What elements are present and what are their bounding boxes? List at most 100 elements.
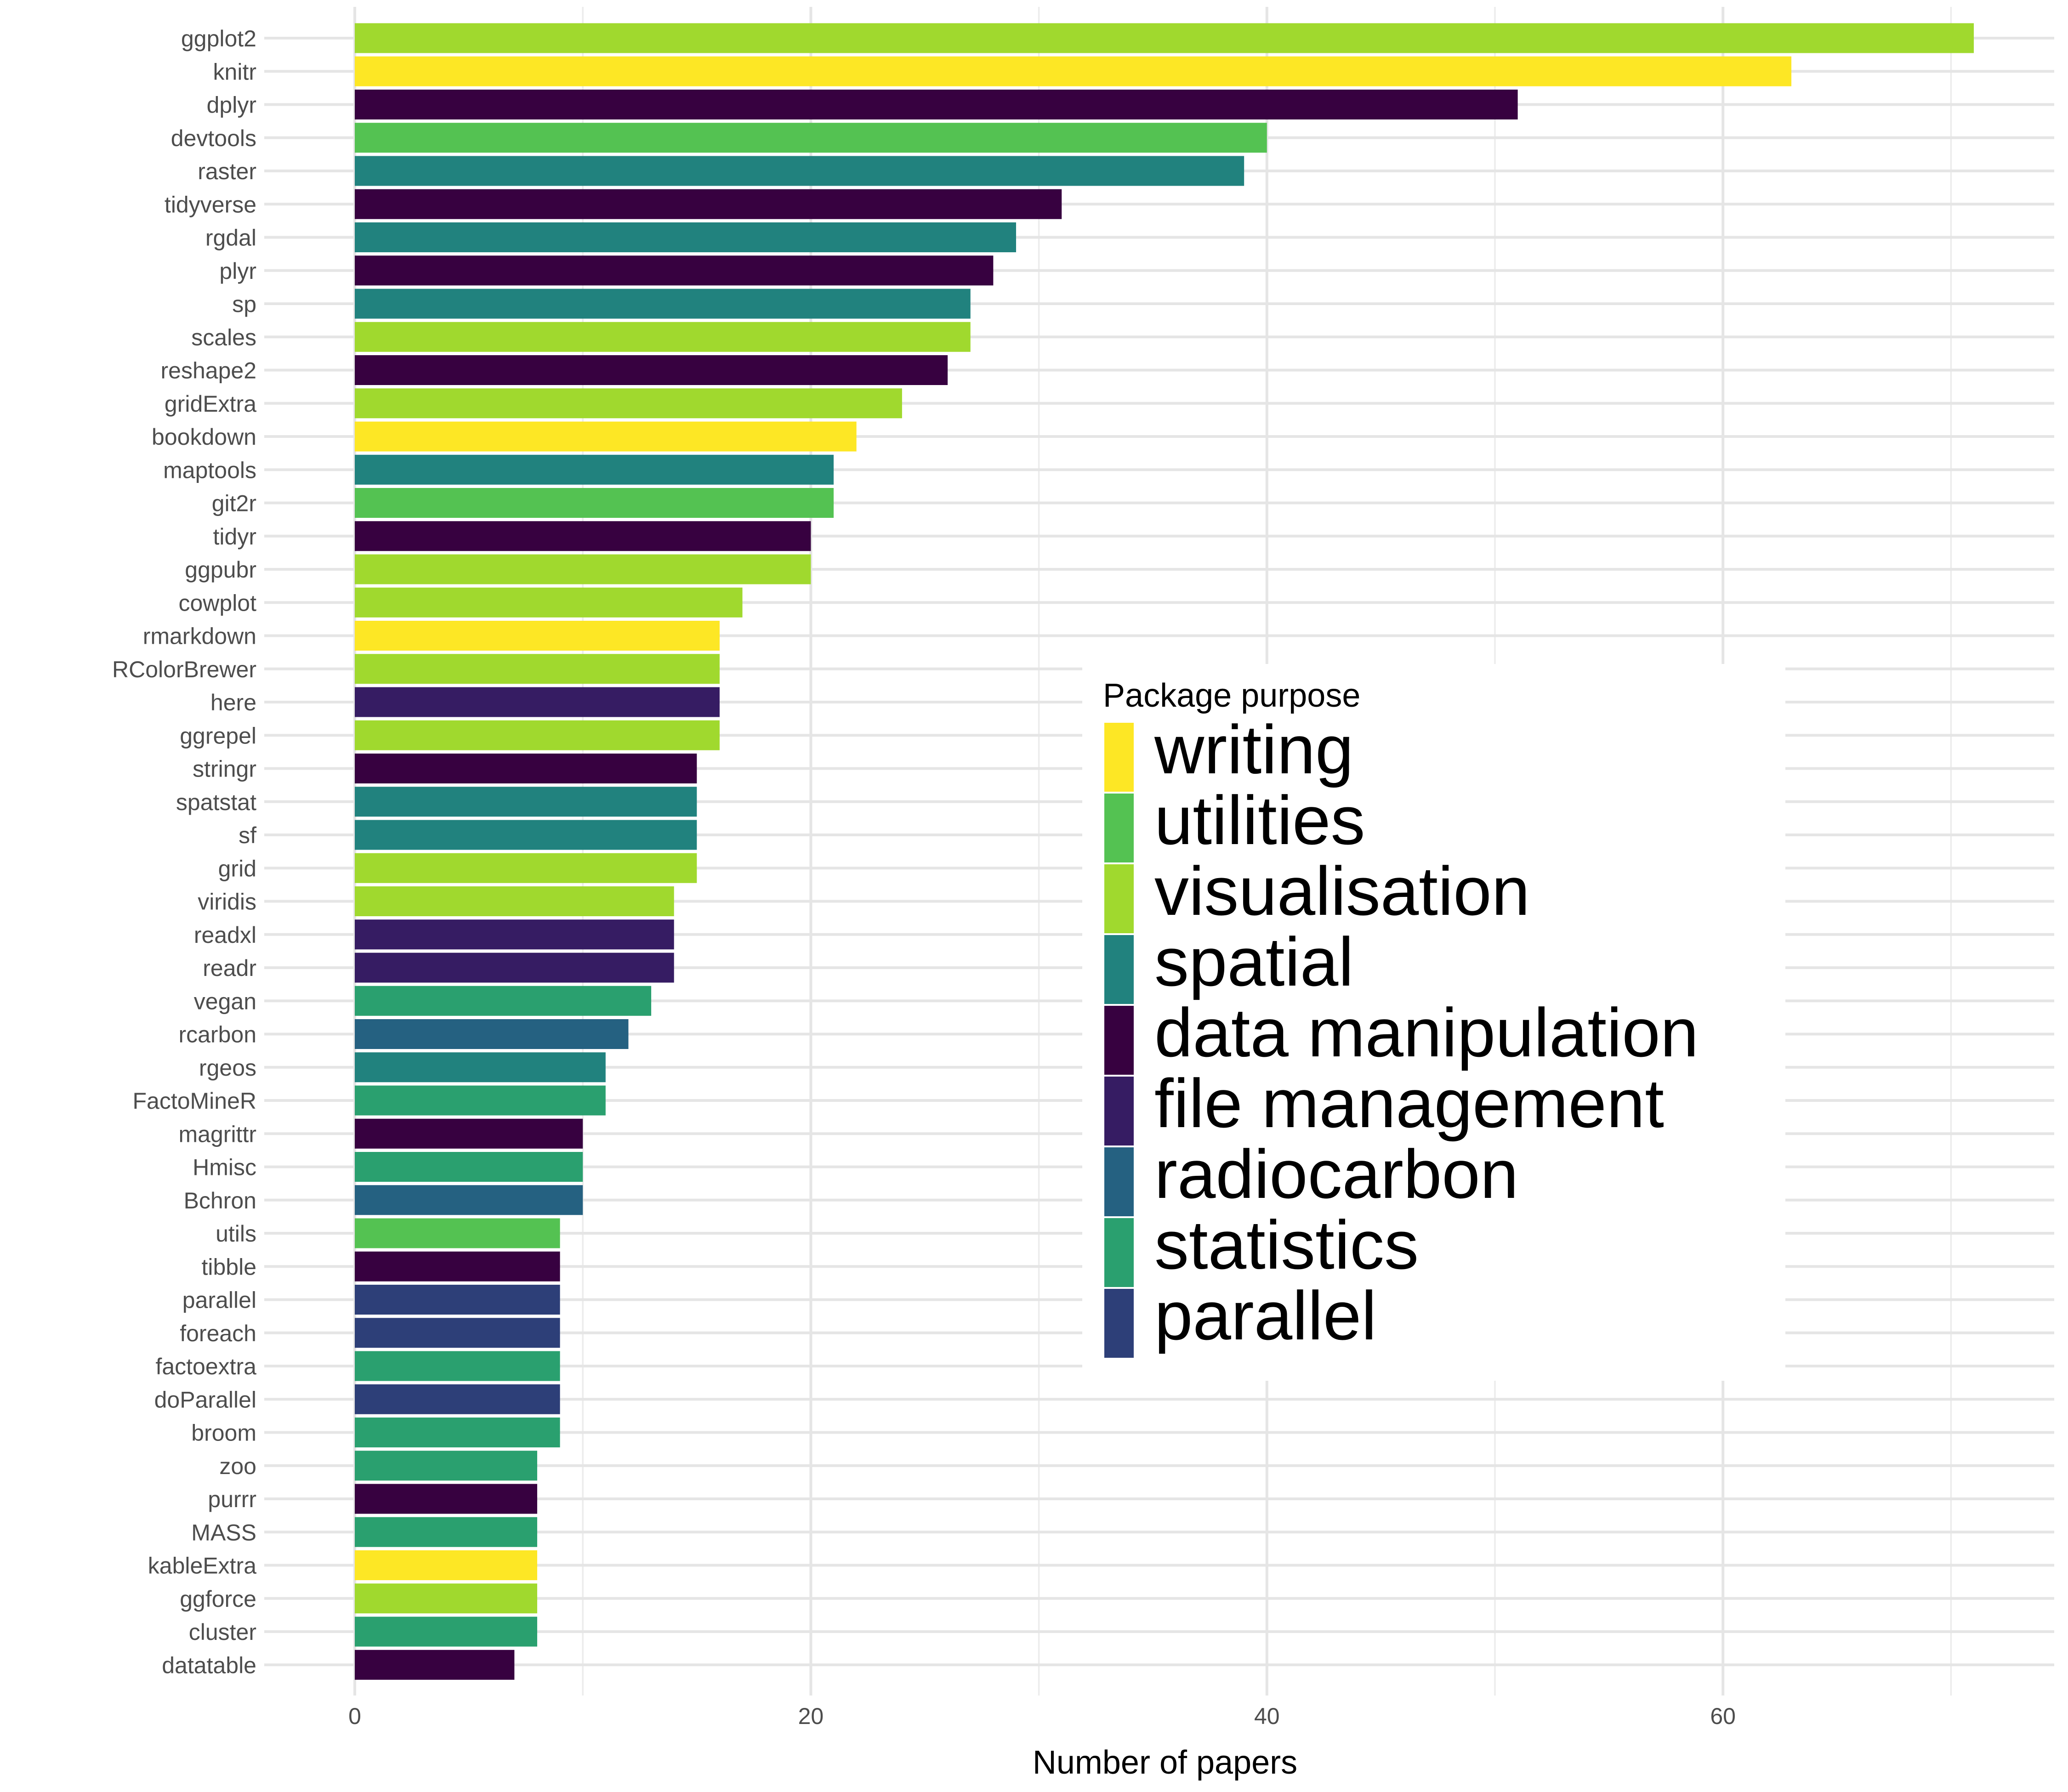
bar-rcarbon — [355, 1019, 629, 1049]
legend-entries: writingutilitiesvisualisationspatialdata… — [1104, 711, 1699, 1358]
category-label: readxl — [194, 922, 256, 948]
bar-knitr — [355, 56, 1792, 86]
legend-title: Package purpose — [1103, 677, 1360, 714]
category-label: broom — [191, 1420, 256, 1446]
category-label: Hmisc — [193, 1155, 256, 1180]
bar-stringr — [355, 754, 697, 783]
category-label: tibble — [201, 1254, 256, 1280]
bar-here — [355, 687, 720, 717]
category-label: cluster — [189, 1619, 256, 1645]
category-label: gridExtra — [165, 391, 256, 417]
category-label: cowplot — [178, 590, 256, 616]
category-label: factoextra — [155, 1354, 256, 1379]
bar-plyr — [355, 255, 994, 286]
bar-ggpubr — [355, 554, 811, 584]
bar-tibble — [355, 1251, 560, 1282]
category-label: FactoMineR — [132, 1088, 256, 1114]
bar-purrr — [355, 1484, 537, 1514]
x-tick-label: 0 — [348, 1703, 361, 1729]
category-label: dplyr — [207, 92, 256, 118]
bar-Bchron — [355, 1185, 583, 1215]
category-label: plyr — [219, 258, 256, 284]
category-label: knitr — [213, 59, 256, 85]
legend-key-spatial — [1104, 935, 1134, 1004]
category-label: tidyr — [213, 524, 256, 550]
legend-label: file management — [1154, 1065, 1664, 1142]
bar-factoextra — [355, 1351, 560, 1381]
category-label: scales — [191, 324, 256, 350]
category-label: doParallel — [154, 1387, 256, 1412]
category-label: rmarkdown — [143, 624, 256, 649]
category-label: raster — [198, 159, 256, 184]
bar-maptools — [355, 454, 834, 485]
bar-grid — [355, 853, 697, 883]
bar-rgdal — [355, 222, 1016, 252]
bar-cowplot — [355, 587, 743, 618]
bar-doParallel — [355, 1384, 560, 1414]
category-label: stringr — [193, 756, 256, 782]
bar-readr — [355, 953, 674, 983]
bar-rgeos — [355, 1052, 606, 1083]
legend-label: data manipulation — [1154, 994, 1699, 1071]
legend-key-parallel — [1104, 1289, 1134, 1358]
legend-label: statistics — [1154, 1206, 1419, 1283]
bar-cluster — [355, 1616, 537, 1647]
legend-key-statistics — [1104, 1218, 1134, 1287]
category-label: ggforce — [180, 1586, 256, 1612]
category-label: purrr — [208, 1486, 256, 1512]
legend-label: spatial — [1154, 923, 1354, 1000]
bar-RColorBrewer — [355, 654, 720, 684]
bar-vegan — [355, 986, 652, 1016]
category-label: ggrepel — [180, 723, 256, 749]
category-label: git2r — [212, 491, 256, 516]
category-label: vegan — [194, 988, 256, 1014]
x-tick-labels: 0 20 40 60 — [348, 1703, 1736, 1729]
bar-spatstat — [355, 787, 697, 817]
bar-datatable — [355, 1650, 515, 1680]
bar-sp — [355, 289, 971, 319]
bar-MASS — [355, 1517, 537, 1547]
legend-label: utilities — [1154, 782, 1365, 859]
legend-background — [1082, 664, 1785, 1381]
bar-rmarkdown — [355, 621, 720, 651]
category-label: parallel — [182, 1287, 256, 1313]
legend-key-data-manipulation — [1104, 1006, 1134, 1075]
bar-ggrepel — [355, 720, 720, 750]
bar-ggforce — [355, 1583, 537, 1614]
bar-magrittr — [355, 1118, 583, 1149]
category-label: rgdal — [205, 225, 256, 251]
legend-key-visualisation — [1104, 864, 1134, 933]
bar-reshape2 — [355, 355, 948, 385]
category-label: spatstat — [176, 789, 256, 815]
x-tick-label: 40 — [1254, 1703, 1280, 1729]
category-label: tidyverse — [165, 192, 256, 217]
bar-dplyr — [355, 90, 1518, 119]
bar-readxl — [355, 919, 674, 950]
x-axis-title: Number of papers — [1033, 1744, 1297, 1781]
x-tick-label: 60 — [1710, 1703, 1736, 1729]
bar-zoo — [355, 1451, 537, 1481]
bar-ggplot2 — [355, 23, 1974, 53]
bar-scales — [355, 322, 971, 352]
category-label: viridis — [198, 889, 256, 915]
category-label: foreach — [180, 1321, 256, 1346]
legend-label: radiocarbon — [1154, 1135, 1518, 1213]
category-label: readr — [203, 955, 256, 981]
bar-parallel — [355, 1285, 560, 1315]
bar-broom — [355, 1418, 560, 1447]
bar-gridExtra — [355, 388, 902, 419]
bar-git2r — [355, 488, 834, 518]
bar-kableExtra — [355, 1550, 537, 1580]
legend-key-file-management — [1104, 1077, 1134, 1146]
bar-FactoMineR — [355, 1085, 606, 1116]
legend-key-writing — [1104, 723, 1134, 792]
category-label: grid — [218, 856, 256, 881]
category-label: MASS — [191, 1520, 256, 1545]
bar-tidyverse — [355, 189, 1062, 219]
category-label: datatable — [162, 1652, 256, 1678]
legend-label: visualisation — [1154, 852, 1530, 930]
legend-key-radiocarbon — [1104, 1147, 1134, 1216]
category-label: rcarbon — [178, 1022, 256, 1048]
legend-key-utilities — [1104, 794, 1134, 862]
bar-utils — [355, 1218, 560, 1248]
